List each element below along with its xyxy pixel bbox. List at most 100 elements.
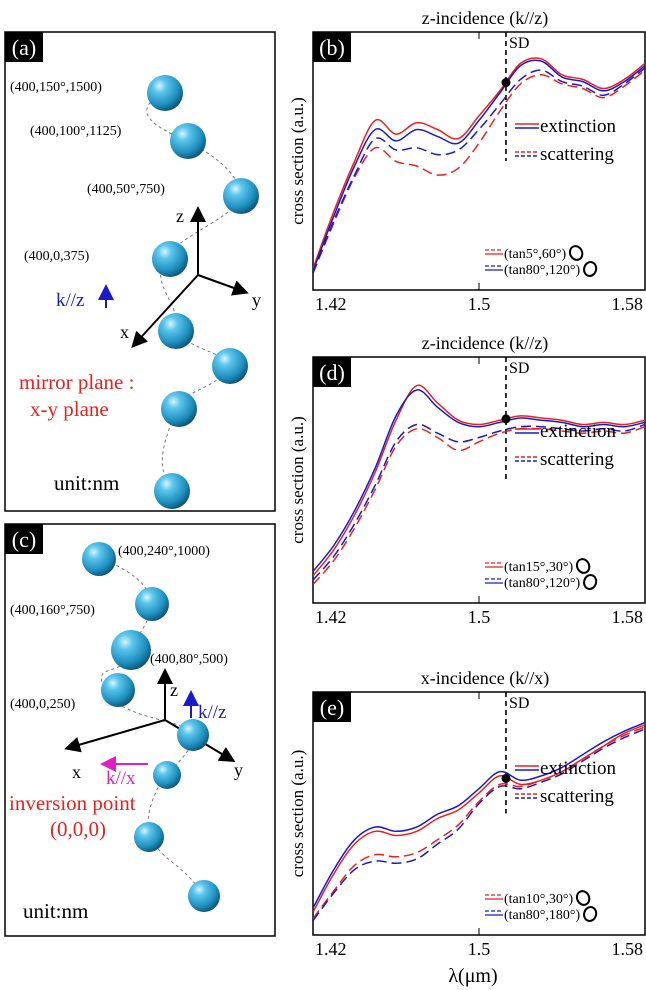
polarization-ellipse-icon <box>575 890 591 906</box>
axis-x-a <box>131 274 199 348</box>
y-axis-label: cross section (a.u.) <box>288 750 307 877</box>
chart-tag: (e) <box>320 695 344 720</box>
legend-pol-label: (tan10°,30°) <box>504 892 573 907</box>
curves <box>313 721 645 922</box>
x-tick-label: 1.5 <box>468 607 491 627</box>
sphere <box>161 391 197 427</box>
sphere <box>170 123 206 159</box>
sd-label: SD <box>509 695 529 712</box>
k-label-a: k//z <box>56 290 85 311</box>
coord-label-c-1: (400,240°,1000) <box>118 544 210 559</box>
series-extinction-red <box>313 384 645 577</box>
chart-tag-bg <box>313 692 351 722</box>
series-scattering-red <box>313 69 645 274</box>
mirror-note-line1: mirror plane : <box>19 370 134 394</box>
polarization-ellipse-icon <box>568 245 584 261</box>
inversion-note-line2: (0,0,0) <box>50 817 106 841</box>
sd-label: SD <box>509 35 529 52</box>
charts: z-incidence (k//z) (b) 1.42 1.5 1.58 cross se… <box>288 8 646 959</box>
x-tick-label: 1.5 <box>468 294 491 314</box>
inversion-note-line1: inversion point <box>9 791 136 815</box>
chart-frame <box>312 356 646 604</box>
panel-c-tag-bg <box>5 524 43 554</box>
curves <box>313 57 645 274</box>
polarization-ellipse-icon <box>583 574 598 590</box>
sd-label: SD <box>509 360 529 377</box>
sphere <box>154 473 190 509</box>
series-scattering-red <box>313 425 645 585</box>
panel-a-tag-bg <box>5 32 43 62</box>
sphere <box>134 822 164 852</box>
sphere <box>212 348 248 384</box>
chart-title: x-incidence (k//x) <box>421 668 549 689</box>
polarization-ellipse-icon <box>583 906 598 922</box>
coord-label-a-4: (400,0,375) <box>24 249 90 264</box>
chart-tag-bg <box>313 357 351 387</box>
axis-y-a <box>197 274 249 296</box>
chart-title: z-incidence (k//z) <box>422 8 548 29</box>
chart-panel-2: x-incidence (k//x) (e) 1.42 1.5 1.58 cross se… <box>288 668 646 959</box>
y-axis-label: cross section (a.u.) <box>288 416 307 543</box>
chart-frame <box>312 31 646 291</box>
legend-scattering: scattering <box>540 144 614 165</box>
polarization-ellipse-icon <box>575 558 591 574</box>
chart-tag: (b) <box>319 35 345 60</box>
series-scattering-blue <box>313 67 645 274</box>
sd-point <box>501 78 511 88</box>
sphere <box>177 719 209 751</box>
axis-y-label-c: y <box>234 760 243 780</box>
legend-extinction: extinction <box>540 116 616 137</box>
sphere <box>158 313 194 349</box>
chart-title: z-incidence (k//z) <box>422 333 548 354</box>
curves <box>313 384 645 585</box>
legend-pol-label: (tan15°,30°) <box>504 560 573 575</box>
series-scattering-blue <box>313 423 645 581</box>
legend-extinction: extinction <box>540 421 616 442</box>
x-tick-label: 1.58 <box>612 294 644 314</box>
axis-x-label-a: x <box>120 322 129 342</box>
chart-tag: (d) <box>319 360 345 385</box>
x-tick-label: 1.5 <box>468 939 491 959</box>
panel-a: (a) z y x (400,150°,1500) (400,100°,1125… <box>4 31 276 512</box>
x-tick-label: 1.58 <box>612 939 644 959</box>
x-tick-label: 1.42 <box>315 294 347 314</box>
axis-x-label-c: x <box>72 762 81 782</box>
legend-extinction: extinction <box>540 758 616 779</box>
panel-c-frame <box>4 523 276 937</box>
coord-label-a-1: (400,150°,1500) <box>10 80 102 95</box>
series-extinction-blue <box>313 59 645 272</box>
x-tick-label: 1.42 <box>315 939 347 959</box>
unit-label-a: unit:nm <box>54 471 119 495</box>
series-scattering-blue <box>313 728 645 922</box>
series-scattering-red <box>313 726 645 920</box>
coord-label-a-3: (400,50°,750) <box>87 182 165 197</box>
panel-a-tag: (a) <box>12 35 36 60</box>
sphere <box>135 587 169 621</box>
axis-z-label-c: z <box>170 680 178 700</box>
legend-pol-label: (tan5°,60°) <box>504 247 566 262</box>
polarization-ellipse-icon <box>583 261 598 277</box>
sphere <box>147 75 183 111</box>
series-extinction-blue <box>313 389 645 572</box>
legend-pol-label: (tan80°,120°) <box>504 576 580 591</box>
axis-y-label-a: y <box>252 290 261 310</box>
sphere <box>111 630 151 670</box>
chart-tag-bg <box>313 32 351 62</box>
axis-z-label-a: z <box>176 206 184 226</box>
y-axis-label: cross section (a.u.) <box>288 97 307 224</box>
x-axis-label: λ(μm) <box>448 965 497 987</box>
axis-x-c <box>64 719 166 753</box>
coord-label-c-2: (400,160°,750) <box>10 603 95 618</box>
mirror-note-line2: x-y plane <box>30 397 109 421</box>
sphere <box>188 880 220 912</box>
sphere <box>152 241 188 277</box>
chart-panel-0: z-incidence (k//z) (b) 1.42 1.5 1.58 cross se… <box>288 8 646 314</box>
chart-panel-1: z-incidence (k//z) (d) 1.42 1.5 1.58 cross se… <box>288 333 646 627</box>
x-tick-label: 1.58 <box>612 607 644 627</box>
panel-c-tag: (c) <box>12 527 36 552</box>
legend-scattering: scattering <box>540 449 614 470</box>
sphere <box>82 542 116 576</box>
legend-pol-label: (tan80°,180°) <box>504 908 580 923</box>
sd-point <box>501 773 511 783</box>
